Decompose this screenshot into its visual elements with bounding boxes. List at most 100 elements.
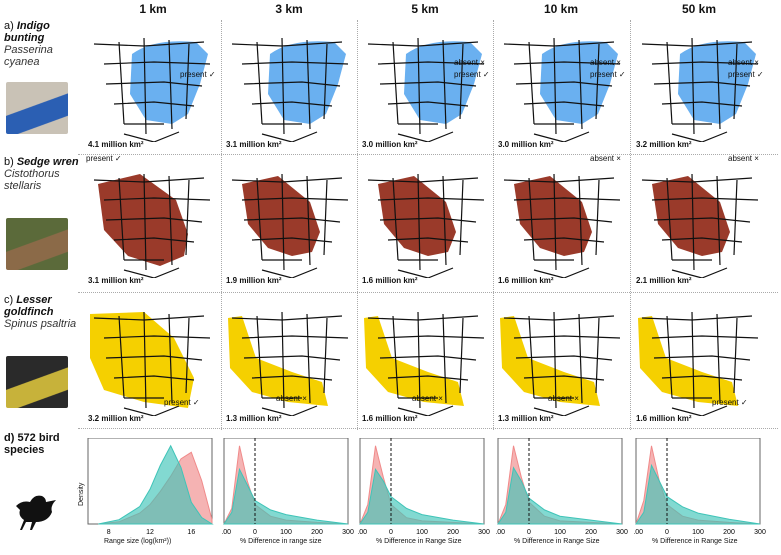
map-border-line [442,39,447,130]
range-area-label: 1.6 million km² [362,414,418,423]
map-border-line [661,237,743,243]
map-svg [93,37,211,142]
range-area-label: 3.1 million km² [88,276,144,285]
column-separator [357,20,358,430]
map-svg [500,311,621,416]
density-plot-4: -100 0 100 200 300 % Difference in Range Size [634,438,768,545]
range-area-label: 1.6 million km² [636,414,692,423]
map-border-line [595,317,600,394]
scientific-name: Passerina cyanea [4,44,53,68]
map-border-line [691,37,695,135]
map-border-line [671,267,728,278]
row-c: c) Lesser goldfinch Spinus psaltria 3.2 mi… [0,294,781,428]
col-header-10km: 10 km [543,2,579,16]
map-border-line [243,217,341,223]
species-range-area [500,316,600,406]
map-border-line [367,315,479,321]
x-axis-title: % Difference in Range Size [652,538,738,545]
row-separator [78,428,778,429]
map-border-line [578,313,583,404]
map-border-line [306,175,311,266]
map-border-line [553,37,557,135]
x-tick-label: 0 [665,529,669,536]
map-border-line [105,81,203,87]
species-range-area [242,176,320,256]
map-border-line [716,39,721,130]
map-border-line [118,41,125,125]
map-svg [503,37,621,142]
map-border-line [185,43,190,120]
map-border-line [387,375,469,381]
map-border-line [251,237,333,243]
map-border-line [379,81,477,87]
map-border-line [733,43,738,120]
map-border-line [661,101,743,107]
x-tick-label: 100 [416,529,428,536]
row-d: d) 572 bird species summer winter Densit… [0,432,781,554]
row-separator [78,154,778,155]
map-border-line [243,81,341,87]
density-ylabel: Density [78,482,85,506]
bird-photo [6,82,68,134]
species-range-area [378,176,456,256]
map-border-line [641,177,753,183]
map-border-line [306,313,311,404]
range-map-c-0: 3.2 million km² present ✓ [84,298,218,423]
map-border-line [306,39,311,130]
density-svg: -100 0 100 200 300 [222,438,354,536]
map-border-line [143,37,147,135]
present-marker: present ✓ [180,70,216,79]
map-border-line [231,315,343,321]
absent-marker: absent × [590,58,621,67]
species-range-area [652,176,730,256]
absent-marker: absent × [454,58,485,67]
map-border-line [379,355,477,361]
range-area-label: 4.1 million km² [88,140,144,149]
map-border-line [281,37,285,135]
present-marker: present ✓ [590,70,626,79]
present-marker: present ✓ [164,398,200,407]
map-border-line [143,311,147,409]
map-border-line [123,267,180,278]
map-border-line [459,179,464,256]
map-svg [228,311,349,416]
bird-photo [6,356,68,408]
map-border-line [105,217,203,223]
col-header-3km: 3 km [275,2,303,16]
column-separator [630,20,631,430]
row-letter: a) [4,20,17,32]
species-range-area [228,316,328,406]
map-border-line [533,131,590,142]
scientific-name: Spinus psaltria [4,318,77,330]
map-border-line [113,375,195,381]
x-tick-label: 200 [447,529,459,536]
species-range-area [514,176,592,256]
map-border-line [118,315,125,399]
map-border-line [281,311,285,409]
column-separator [493,20,494,430]
density-plot-2: -100 0 100 200 300 % Difference in Range Size [358,438,492,545]
x-tick-label: -100 [358,529,367,536]
range-map-b-0: 3.1 million km² present ✓ [84,154,218,285]
density-series-winter [98,444,214,525]
density-svg: -100 0 100 200 300 [358,438,490,536]
map-border-line [691,173,695,271]
map-border-line [523,237,605,243]
map-border-line [261,405,318,416]
map-border-line [392,315,399,399]
map-svg [231,173,349,278]
x-axis-title: % Difference in range size [240,538,322,545]
map-border-line [387,237,469,243]
row-d-title: d) 572 bird species [4,432,60,456]
x-tick-label: 100 [554,529,566,536]
common-name: Sedge wren [16,156,79,168]
row-letter: b) [4,156,17,168]
map-border-line [397,267,454,278]
range-map-c-2: 1.6 million km² absent × [358,298,492,423]
map-border-line [442,313,447,404]
range-area-label: 3.1 million km² [226,140,282,149]
map-border-line [243,355,341,361]
map-border-line [528,315,535,399]
map-border-line [661,375,743,381]
map-border-line [323,179,328,256]
